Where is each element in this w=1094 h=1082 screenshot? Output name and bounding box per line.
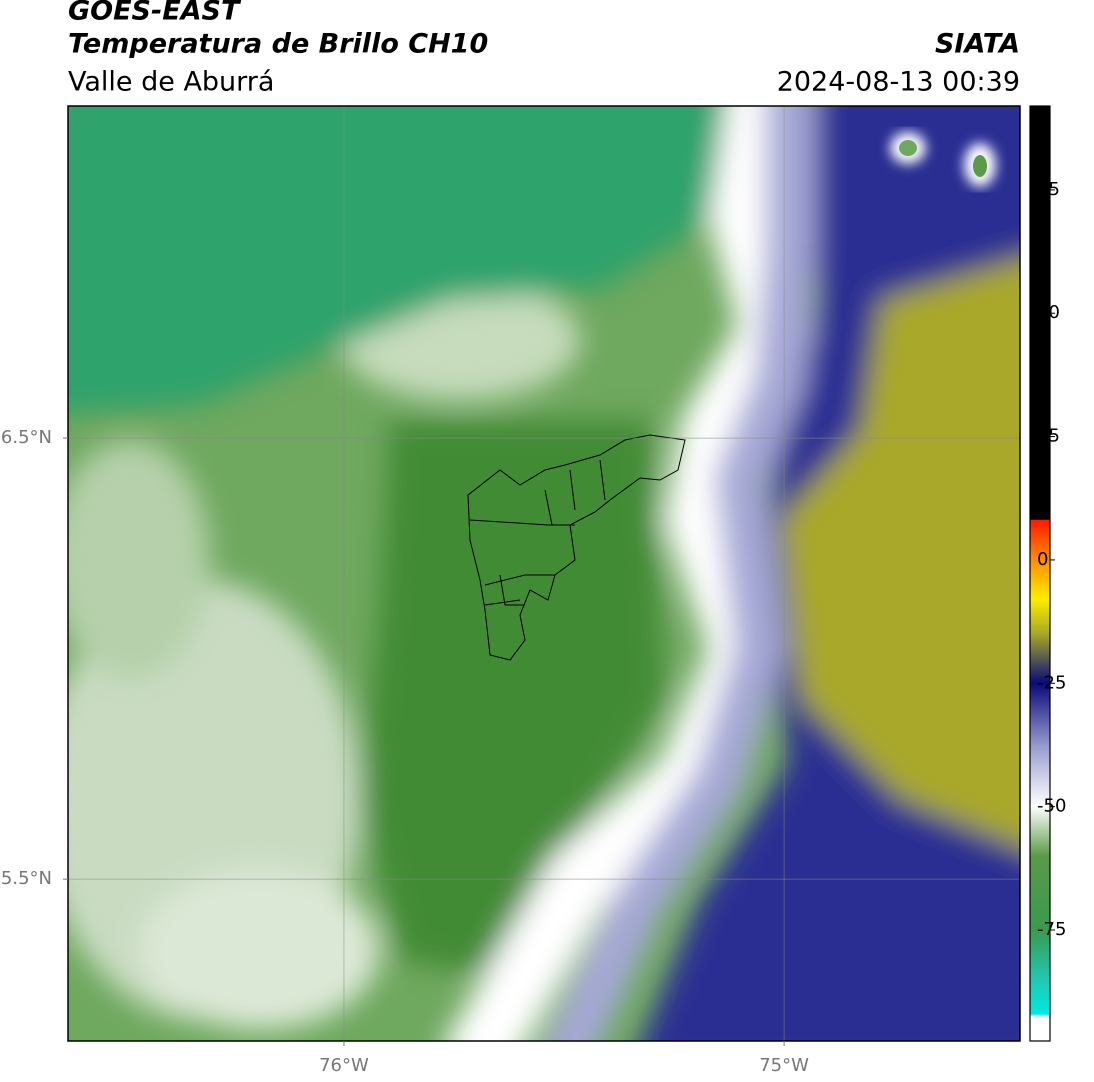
x-tick-label: 75°W (759, 1055, 809, 1076)
subtitle: Temperatura de Brillo CH10 (68, 29, 488, 60)
source: SIATA (935, 29, 1020, 60)
title: GOES-EAST (68, 0, 242, 27)
colorbar-tick-label: 0 (1037, 549, 1048, 570)
region: Valle de Aburrá (68, 67, 274, 98)
datetime: 2024-08-13 00:39 (777, 67, 1020, 98)
colorbar (1029, 105, 1051, 1042)
colorbar-tick-label: 50 (1037, 302, 1060, 323)
map-frame (67, 105, 1021, 1042)
y-tick-label: 5.5°N (1, 868, 52, 889)
x-tick-label: 76°W (319, 1055, 369, 1076)
colorbar-tick-label: -75 (1037, 919, 1066, 940)
colorbar-tick-label: 75 (1037, 179, 1060, 200)
municipal-boundaries (467, 434, 686, 661)
colorbar-tick-label: -25 (1037, 672, 1066, 693)
grid (68, 106, 1020, 1041)
colorbar-tick-label: 25 (1037, 426, 1060, 447)
satellite-image (68, 106, 1020, 1041)
colorbar-tick-label: -50 (1037, 796, 1066, 817)
y-tick-label: 6.5°N (1, 427, 52, 448)
